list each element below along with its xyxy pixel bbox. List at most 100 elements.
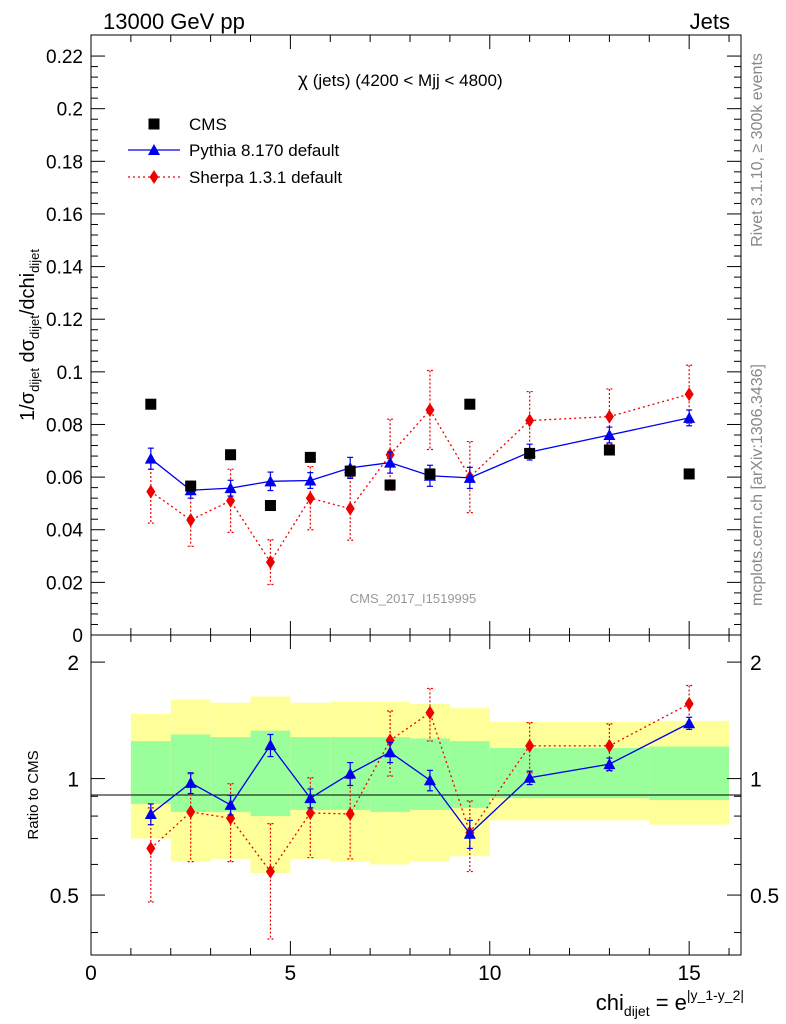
series-sherpa [146, 364, 694, 586]
main-ytick-label: 0.14 [46, 258, 83, 279]
header-left: 13000 GeV pp [103, 9, 245, 34]
uncertainty-band-green [130, 741, 171, 804]
analysis-watermark: CMS_2017_I1519995 [350, 591, 477, 606]
data-point [525, 413, 535, 428]
main-ytick-label: 0.22 [46, 47, 83, 68]
legend-entry: Sherpa 1.3.1 default [128, 168, 342, 187]
svg-text:1/σdijet dσdijet/dchidijet: 1/σdijet dσdijet/dchidijet [17, 249, 42, 421]
data-point [683, 468, 695, 480]
data-point [525, 738, 535, 753]
data-point [683, 411, 696, 423]
legend-label: Pythia 8.170 default [189, 141, 340, 160]
data-point [226, 493, 236, 508]
data-point [524, 447, 536, 459]
data-point [344, 767, 357, 779]
data-point [146, 841, 156, 856]
data-point [265, 555, 275, 570]
data-point [423, 774, 436, 786]
ratio-ytick-label-right: 1 [750, 769, 762, 792]
ratio-ytick-label: 1 [67, 769, 79, 792]
data-point [184, 776, 197, 788]
data-point [425, 403, 435, 417]
data-point [425, 705, 435, 720]
data-point [264, 475, 277, 487]
series-cms [145, 398, 695, 512]
series-pythia [144, 716, 696, 850]
svg-text:chidijet = e|y_1-y_2|: chidijet = e|y_1-y_2| [596, 987, 744, 1019]
data-point [224, 482, 237, 494]
data-point [305, 491, 315, 506]
ratio-ytick-label-right: 2 [750, 652, 762, 675]
mcplots-label: mcplots.cern.ch [arXiv:1306.3436] [749, 364, 766, 606]
legend-label: CMS [189, 115, 227, 134]
main-ylabel: 1/σdijet dσdijet/dchidijet [17, 249, 42, 421]
data-point [265, 864, 275, 879]
data-point [684, 696, 694, 711]
data-point [144, 452, 157, 464]
legend-marker [149, 170, 159, 184]
main-ytick-label: 0.04 [46, 521, 83, 542]
legend-entry: CMS [148, 115, 227, 134]
ratio-ytick-label: 0.5 [50, 885, 79, 908]
data-point [185, 480, 197, 492]
data-point [384, 479, 396, 491]
legend-label: Sherpa 1.3.1 default [189, 168, 342, 187]
ratio-xtick-label: 10 [478, 962, 501, 985]
data-point [304, 474, 317, 486]
data-point [304, 451, 316, 463]
main-panel: 0 0.02 0.04 0.06 0.08 0.1 0.12 0.14 0.16 0.18 0.2 0… [17, 34, 742, 647]
data-point [304, 792, 317, 804]
ratio-panel: 0 5 10 15 0.5 0.5 1 1 2 2 Ratio to CMS chidijet =… [25, 634, 779, 1019]
data-point [145, 398, 157, 410]
uncertainty-band-green [649, 746, 730, 801]
data-point [186, 513, 196, 527]
main-ytick-label: 0.18 [46, 152, 83, 173]
data-point [146, 484, 156, 499]
main-ytick-label: 0.16 [46, 205, 83, 226]
data-point [463, 471, 476, 483]
ratio-ytick-label: 2 [67, 652, 79, 675]
ratio-xtick-label: 5 [285, 962, 297, 985]
data-point [186, 804, 196, 819]
series-line [150, 417, 690, 491]
data-point [603, 429, 616, 440]
ratio-ytick-label-right: 0.5 [750, 885, 779, 908]
main-ytick-label: 0.1 [57, 363, 83, 384]
data-point [385, 733, 395, 748]
series-line [150, 393, 690, 564]
data-point [384, 456, 397, 468]
ratio-xtick-label: 0 [85, 962, 97, 985]
data-point [384, 746, 397, 758]
data-point [305, 805, 315, 820]
data-point [344, 465, 356, 477]
data-point [345, 806, 355, 821]
ratio-ylabel: Ratio to CMS [25, 750, 42, 839]
data-point [225, 449, 237, 461]
data-point [604, 409, 614, 424]
main-ytick-label: 0.02 [46, 573, 83, 594]
uncertainty-band-green [569, 747, 650, 799]
main-ytick-label: 0.12 [46, 310, 83, 331]
data-point [603, 758, 616, 770]
data-point [264, 739, 277, 751]
data-point [464, 398, 476, 410]
data-point [144, 807, 157, 819]
uncertainty-band-green [449, 741, 490, 808]
data-point [523, 771, 536, 783]
header-right: Jets [690, 9, 730, 34]
legend-marker [148, 118, 160, 130]
series-line [150, 722, 690, 835]
main-ytick-label: 0.06 [46, 468, 83, 489]
ratio-frame [90, 634, 742, 956]
data-point [684, 387, 694, 402]
data-point [424, 468, 436, 480]
legend: CMS Pythia 8.170 default Sherpa 1.3.1 defa… [128, 115, 342, 187]
data-point [603, 444, 615, 456]
ratio-xtick-label: 15 [677, 962, 700, 985]
main-title: χ (jets) (4200 < Mjj < 4800) [298, 70, 503, 91]
legend-entry: Pythia 8.170 default [128, 141, 340, 160]
rivet-label: Rivet 3.1.10, ≥ 300k events [749, 53, 766, 247]
data-point [683, 717, 696, 729]
data-point [224, 798, 237, 810]
